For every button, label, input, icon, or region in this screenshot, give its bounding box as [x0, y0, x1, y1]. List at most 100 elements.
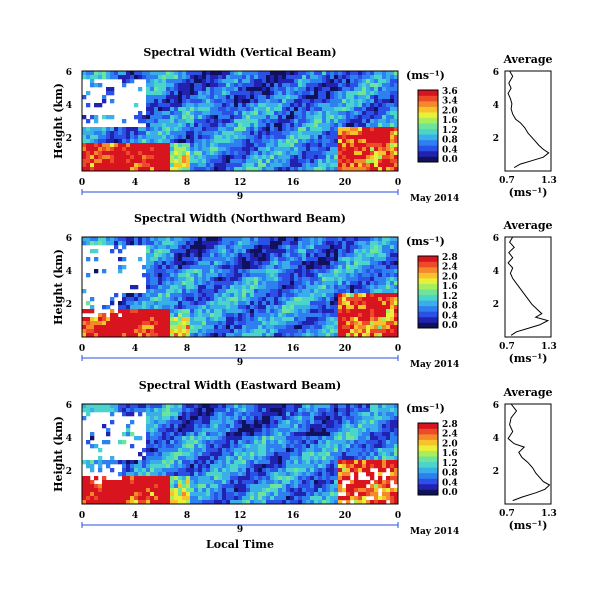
heatmap-cell [306, 412, 311, 417]
heatmap-cell [154, 333, 159, 338]
heatmap-cell [242, 496, 247, 501]
heatmap-cell [182, 289, 187, 294]
heatmap-cell [210, 245, 215, 250]
heatmap-cell [318, 448, 323, 453]
heatmap-cell [106, 151, 111, 156]
heatmap-cell [382, 99, 387, 104]
heatmap-cell [294, 99, 299, 104]
heatmap-cell [190, 79, 195, 84]
heatmap-cell [294, 424, 299, 429]
heatmap-cell [306, 408, 311, 413]
heatmap-cell [138, 488, 143, 493]
heatmap-cell [314, 424, 319, 429]
heatmap-cell [386, 277, 391, 282]
heatmap-cell [274, 456, 279, 461]
heatmap-cell [390, 301, 395, 306]
heatmap-cell [182, 265, 187, 270]
heatmap-cell [222, 472, 227, 477]
heatmap-cell [130, 420, 135, 425]
heatmap-cell [306, 301, 311, 306]
heatmap-cell [246, 119, 251, 124]
heatmap-cell [82, 476, 87, 481]
heatmap-cell [110, 484, 115, 489]
heatmap-cell [366, 245, 371, 250]
heatmap-cell [242, 448, 247, 453]
heatmap-cell [282, 301, 287, 306]
heatmap-cell [278, 321, 283, 326]
heatmap-cell [302, 428, 307, 433]
heatmap-cell [230, 333, 235, 338]
heatmap-cell [234, 404, 239, 409]
heatmap-cell [198, 253, 203, 258]
heatmap-cell [250, 159, 255, 164]
heatmap-cell [86, 484, 91, 489]
heatmap-cell [350, 115, 355, 120]
heatmap-cell [130, 408, 135, 413]
heatmap-cell [254, 241, 259, 246]
heatmap-cell [250, 460, 255, 465]
heatmap-cell [334, 95, 339, 100]
heatmap-cell [258, 95, 263, 100]
heatmap-cell [222, 71, 227, 76]
heatmap-cell [370, 163, 375, 168]
heatmap-cell [230, 265, 235, 270]
heatmap-cell [294, 253, 299, 258]
heatmap-cell [246, 131, 251, 136]
heatmap-cell [194, 444, 199, 449]
heatmap-cell [294, 115, 299, 120]
heatmap-cell [250, 313, 255, 318]
heatmap-cell [370, 245, 375, 250]
heatmap-cell [334, 285, 339, 290]
heatmap-cell [286, 420, 291, 425]
heatmap-cell [346, 119, 351, 124]
heatmap-cell [330, 309, 335, 314]
heatmap-cell [250, 333, 255, 338]
heatmap-cell [242, 143, 247, 148]
heatmap-cell [182, 281, 187, 286]
heatmap-cell [98, 135, 103, 140]
heatmap-cell [190, 484, 195, 489]
heatmap-cell [130, 496, 135, 501]
heatmap-cell [234, 253, 239, 258]
heatmap-cell [302, 416, 307, 421]
heatmap-cell [170, 472, 175, 477]
heatmap-cell [122, 496, 127, 501]
heatmap-cell [262, 412, 267, 417]
heatmap-cell [282, 436, 287, 441]
heatmap-cell [298, 448, 303, 453]
heatmap-cell [226, 408, 231, 413]
heatmap-cell [262, 151, 267, 156]
heatmap-cell [194, 305, 199, 310]
heatmap-cell [266, 472, 271, 477]
heatmap-cell [226, 139, 231, 144]
heatmap-cell [206, 329, 211, 334]
heatmap-cell [178, 245, 183, 250]
heatmap-cell [218, 119, 223, 124]
heatmap-cell [258, 297, 263, 302]
heatmap-cell [110, 496, 115, 501]
heatmap-cell [294, 297, 299, 302]
heatmap-cell [190, 285, 195, 290]
heatmap-cell [386, 289, 391, 294]
heatmap-cell [158, 155, 163, 160]
heatmap-cell [306, 464, 311, 469]
colorbar-tick-label: 0.4 [442, 145, 458, 155]
heatmap-cell [330, 111, 335, 116]
heatmap-cell [278, 285, 283, 290]
heatmap-cell [214, 71, 219, 76]
heatmap-cell [262, 265, 267, 270]
heatmap-cell [342, 273, 347, 278]
heatmap-cell [102, 167, 107, 172]
heatmap-cell [202, 127, 207, 132]
heatmap-cell [230, 167, 235, 172]
heatmap-cell [346, 297, 351, 302]
heatmap-cell [262, 237, 267, 242]
heatmap-cell [238, 420, 243, 425]
heatmap-cell [294, 135, 299, 140]
heatmap-cell [94, 404, 99, 409]
heatmap-cell [266, 424, 271, 429]
heatmap-cell [310, 79, 315, 84]
heatmap-cell [210, 436, 215, 441]
heatmap-cell [198, 99, 203, 104]
heatmap-cell [306, 151, 311, 156]
